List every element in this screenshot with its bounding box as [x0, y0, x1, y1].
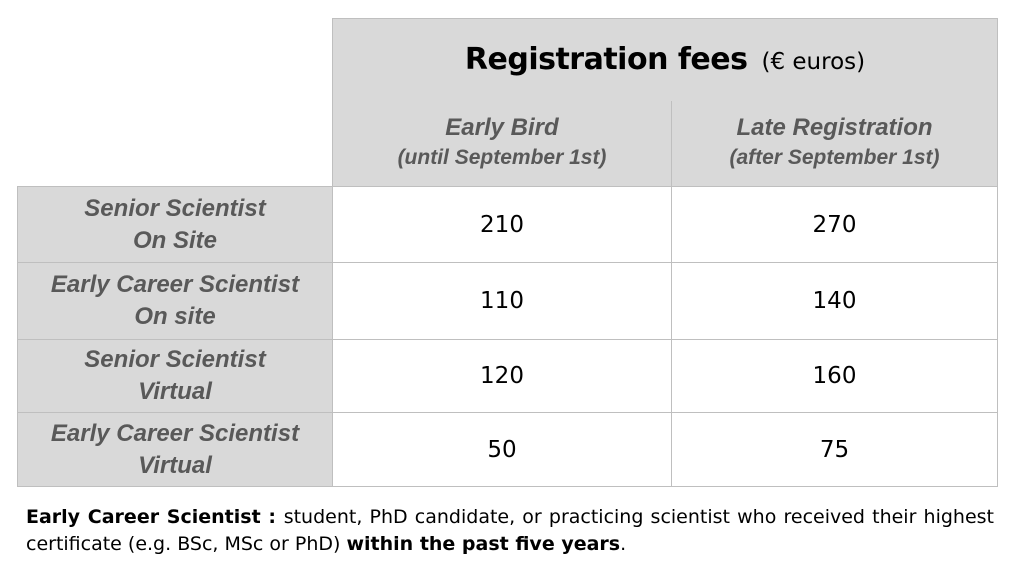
- title-row: Registration fees (€ euros): [17, 18, 998, 187]
- footnote-emphasis: within the past five years: [346, 533, 621, 555]
- table-row: Early Career Scientist On site 110 140: [17, 262, 998, 340]
- table-row: Senior Scientist Virtual 120 160: [17, 339, 998, 413]
- corner-cell: [17, 18, 333, 187]
- row-header-line2: On Site: [132, 226, 217, 254]
- row-header-line1: Senior Scientist: [84, 194, 266, 222]
- column-header-main: Late Registration: [736, 114, 933, 142]
- row-header: Senior Scientist Virtual: [17, 339, 333, 413]
- column-header-row: Early Bird (until September 1st) Late Re…: [18, 100, 998, 187]
- column-header-sub: (after September 1st): [729, 146, 940, 170]
- row-header-line1: Early Career Scientist: [50, 419, 300, 447]
- fee-early-bird: 110: [332, 262, 672, 340]
- row-header-line2: Virtual: [138, 378, 212, 405]
- row-header: Early Career Scientist On site: [17, 262, 333, 340]
- table-title: Registration fees: [464, 42, 748, 78]
- fee-early-bird: 50: [332, 412, 672, 487]
- table-title-cell: Registration fees (€ euros): [332, 18, 998, 101]
- footnote-separator: :: [260, 506, 284, 528]
- currency-unit: (€ euros): [761, 49, 866, 76]
- fee-late-registration: 75: [671, 412, 998, 487]
- table-row: Early Career Scientist Virtual 50 75: [17, 412, 998, 487]
- fee-early-bird: 210: [332, 186, 672, 263]
- row-header-line2: On site: [134, 303, 216, 330]
- fee-late-registration: 270: [671, 186, 998, 263]
- registration-fees-table: Registration fees (€ euros) Early Bird (u…: [17, 18, 998, 487]
- column-header-late-registration: Late Registration (after September 1st): [671, 100, 998, 187]
- row-header: Early Career Scientist Virtual: [17, 412, 333, 487]
- footnote-end: .: [620, 533, 627, 555]
- column-header-sub: (until September 1st): [397, 146, 607, 170]
- row-header-line2: Virtual: [138, 451, 212, 479]
- footnote-term: Early Career Scientist: [26, 506, 261, 528]
- early-career-definition: Early Career Scientist : student, PhD ca…: [26, 504, 994, 558]
- table-row: Senior Scientist On Site 210 270: [17, 186, 998, 263]
- fee-late-registration: 140: [671, 262, 998, 340]
- footnote-text: student, PhD candidate, or practicing sc…: [26, 506, 995, 555]
- row-header: Senior Scientist On Site: [17, 186, 333, 263]
- fee-late-registration: 160: [671, 339, 998, 413]
- row-header-line1: Early Career Scientist: [50, 271, 300, 298]
- fee-early-bird: 120: [332, 339, 672, 413]
- column-header-main: Early Bird: [445, 114, 559, 142]
- row-header-line1: Senior Scientist: [84, 346, 266, 373]
- column-header-early-bird: Early Bird (until September 1st): [332, 100, 672, 187]
